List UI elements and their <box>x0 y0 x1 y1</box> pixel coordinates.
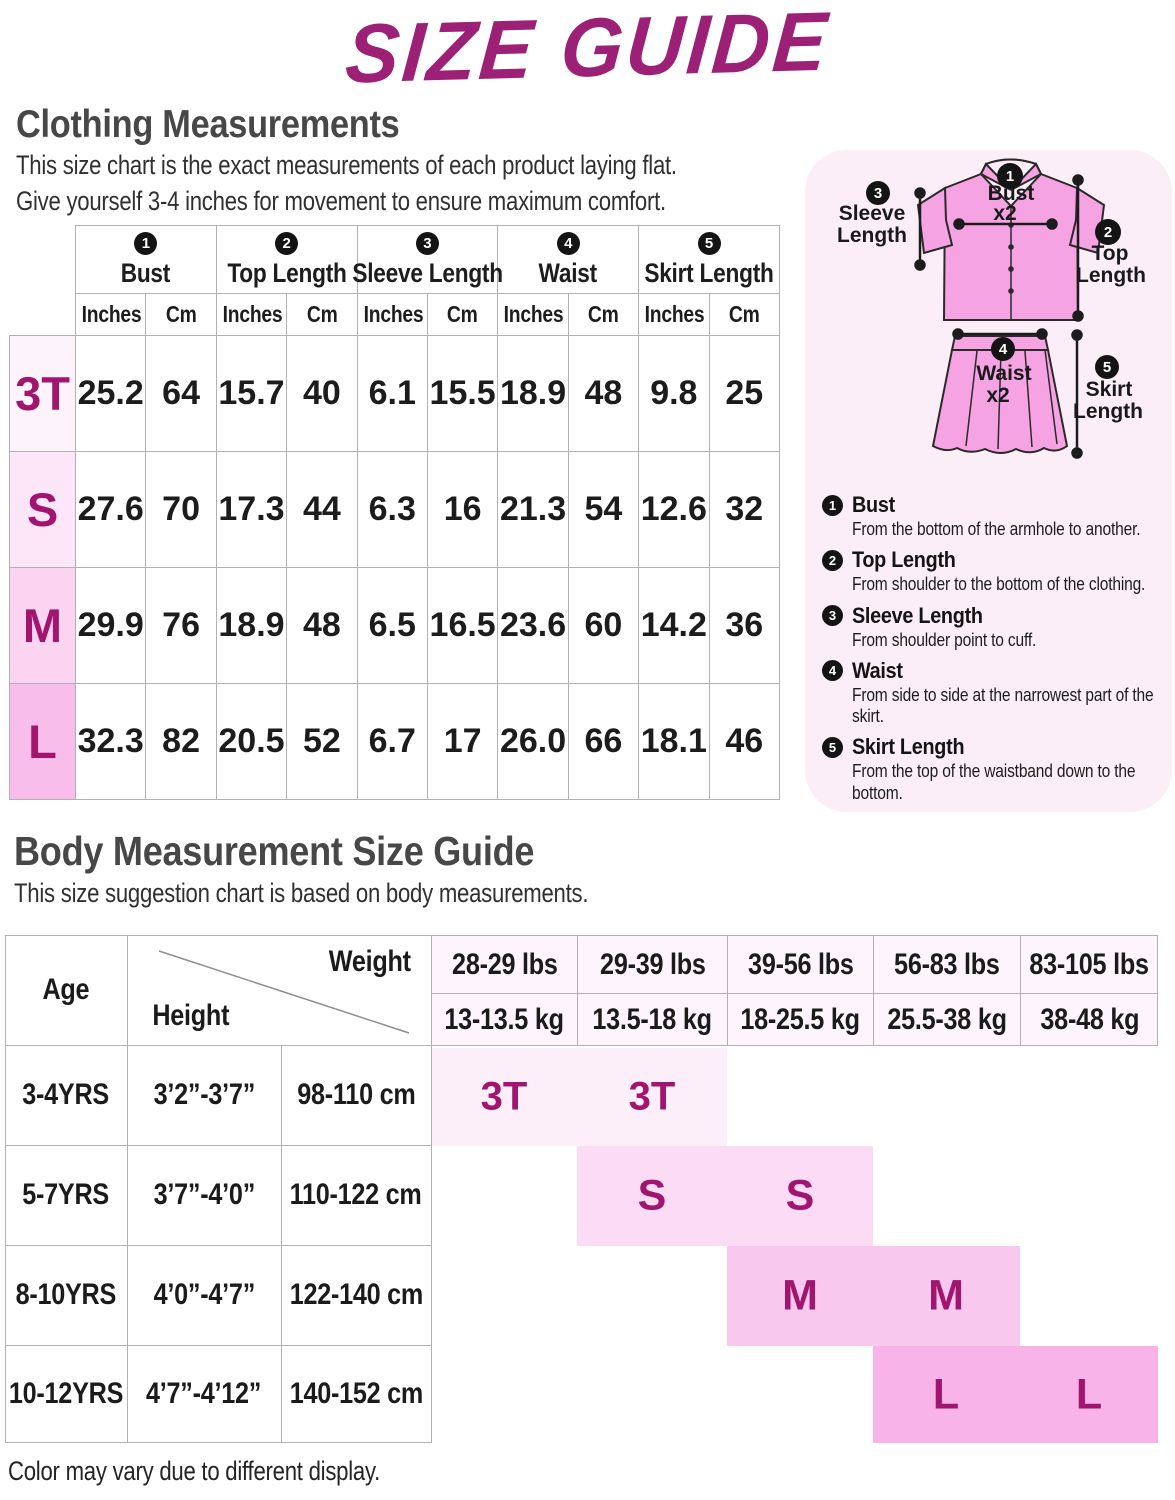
weight-kg-2: 18-25.5 kg <box>728 994 873 1045</box>
age-header: Age <box>42 973 90 1006</box>
t2-border-bottom <box>5 1442 432 1443</box>
svg-text:5: 5 <box>1103 359 1111 376</box>
measurement-lines <box>914 174 1084 459</box>
shirt-illustration <box>916 158 1106 321</box>
height-cm-row-2: 122-140 cm <box>289 1278 423 1311</box>
definition-bust: 1 Bust From the bottom of the armhole to … <box>822 492 1167 539</box>
definition-waist: 4 Waist From side to side at the narrowes… <box>822 658 1167 727</box>
t2-border-left <box>5 935 6 1443</box>
measurement-diagram-panel: 1 2 3 4 5 Bust x2 Top Length Sleeve Leng… <box>805 150 1172 812</box>
weight-lbs-4: 83-105 lbs <box>1021 936 1158 993</box>
size-block-3t: 3T 3T <box>431 1048 727 1146</box>
circle-2-icon: 2 <box>822 549 843 571</box>
diagram-number-badges: 1 2 3 4 5 <box>866 163 1121 379</box>
circle-5-icon: 5 <box>697 232 721 255</box>
circle-1-icon: 1 <box>822 494 843 516</box>
svg-text:2: 2 <box>1104 224 1112 241</box>
weight-lbs-3: 56-83 lbs <box>874 936 1020 993</box>
clothing-measurements-table: 1 Bust 2 Top Length 3 Sleeve Length 4 Wa… <box>9 225 780 800</box>
svg-text:x2: x2 <box>993 202 1016 225</box>
diagonal-divider <box>158 950 410 1034</box>
table-row-s: S 27.6 70 17.3 44 6.3 16 21.3 54 12.6 32 <box>9 451 780 568</box>
svg-text:x2: x2 <box>986 384 1009 407</box>
svg-text:Length: Length <box>837 224 907 247</box>
clothing-measurements-desc-line2: Give yourself 3-4 inches for movement to… <box>16 186 666 216</box>
size-block-l: L L <box>873 1346 1158 1443</box>
height-ft-row-0: 3’2”-3’7” <box>153 1078 255 1111</box>
column-header-skirt-length: 5 Skirt Length <box>638 225 780 294</box>
svg-text:3: 3 <box>874 185 882 202</box>
weight-lbs-2: 39-56 lbs <box>728 936 873 993</box>
table-row-l: L 32.3 82 20.5 52 6.7 17 26.0 66 18.1 46 <box>9 683 780 800</box>
svg-text:Sleeve: Sleeve <box>839 202 906 225</box>
measurement-definitions: 1 Bust From the bottom of the armhole to … <box>822 492 1167 811</box>
definition-top-length: 2 Top Length From shoulder to the bottom … <box>822 547 1167 594</box>
unit-header-row: Inches Cm Inches Cm Inches Cm Inches Cm … <box>10 293 780 336</box>
height-ft-row-2: 4’0”-4’7” <box>153 1278 255 1311</box>
age-row-2: 8-10YRS <box>15 1278 117 1311</box>
circle-2-icon: 2 <box>275 232 299 255</box>
body-measurement-heading: Body Measurement Size Guide <box>14 828 535 874</box>
svg-text:Length: Length <box>1076 264 1146 287</box>
clothing-measurements-desc-line1: This size chart is the exact measurement… <box>16 150 677 180</box>
t2-border-right-header <box>1157 935 1158 1045</box>
size-block-s: S S <box>577 1146 873 1246</box>
height-cm-row-0: 98-110 cm <box>296 1078 416 1111</box>
svg-text:1: 1 <box>1006 168 1014 185</box>
circle-3-icon: 3 <box>415 232 439 255</box>
circle-3-icon: 3 <box>822 605 843 627</box>
weight-kg-0: 13-13.5 kg <box>432 994 577 1045</box>
definition-skirt-length: 5 Skirt Length From the top of the waistb… <box>822 734 1167 803</box>
body-measurement-table: 3T 3T S S M M L L 28-29 lbs 29-39 lbs 39… <box>5 935 1158 1443</box>
t2-border-header-bottom <box>5 1045 1158 1046</box>
table-row-3t: 3T 25.2 64 15.7 40 6.1 15.5 18.9 48 9.8 … <box>9 335 780 452</box>
age-row-1: 5-7YRS <box>22 1178 110 1211</box>
diagram-labels: Bust x2 Top Length Sleeve Length Waist x… <box>837 182 1146 423</box>
weight-lbs-1: 29-39 lbs <box>578 936 727 993</box>
weight-kg-3: 25.5-38 kg <box>874 994 1020 1045</box>
column-header-bust: 1 Bust <box>75 225 217 294</box>
svg-text:Waist: Waist <box>976 362 1031 385</box>
weight-lbs-0: 28-29 lbs <box>432 936 577 993</box>
column-header-waist: 4 Waist <box>497 225 640 294</box>
age-row-3: 10-12YRS <box>8 1377 124 1410</box>
height-cm-row-3: 140-152 cm <box>289 1377 423 1410</box>
weight-kg-1: 13.5-18 kg <box>578 994 727 1045</box>
circle-5-icon: 5 <box>822 736 843 758</box>
height-ft-row-1: 3’7”-4’0” <box>153 1178 255 1211</box>
t2-border-top <box>5 935 1158 936</box>
size-block-m: M M <box>727 1246 1020 1346</box>
circle-1-icon: 1 <box>134 232 158 255</box>
svg-text:Top: Top <box>1092 242 1129 265</box>
age-row-0: 3-4YRS <box>22 1078 110 1111</box>
table-corner-blank <box>9 225 76 336</box>
circle-4-icon: 4 <box>556 232 580 255</box>
column-header-top-length: 2 Top Length <box>215 225 358 294</box>
circle-4-icon: 4 <box>822 660 843 682</box>
clothing-measurements-heading: Clothing Measurements <box>16 103 400 146</box>
t2-lbs-kg-divider <box>431 993 1158 994</box>
garment-diagram: 1 2 3 4 5 Bust x2 Top Length Sleeve Leng… <box>837 158 1146 459</box>
height-ft-row-3: 4’7”-4’12” <box>146 1377 262 1410</box>
height-cm-row-1: 110-122 cm <box>290 1178 423 1211</box>
page-title: SIZE GUIDE <box>342 0 833 101</box>
footer-note: Color may vary due to different display. <box>8 1456 381 1486</box>
definition-sleeve-length: 3 Sleeve Length From shoulder point to cu… <box>822 603 1167 650</box>
body-measurement-desc: This size suggestion chart is based on b… <box>14 878 589 908</box>
column-header-sleeve-length: 3 Sleeve Length <box>352 225 503 294</box>
weight-height-header: Weight Height <box>127 935 431 1045</box>
svg-text:Length: Length <box>1073 400 1143 423</box>
svg-text:4: 4 <box>999 341 1008 358</box>
svg-text:Skirt: Skirt <box>1086 378 1133 401</box>
weight-kg-4: 38-48 kg <box>1021 994 1158 1045</box>
table-row-m: M 29.9 76 18.9 48 6.5 16.5 23.6 60 14.2 … <box>9 567 780 684</box>
svg-text:Bust: Bust <box>988 182 1035 205</box>
